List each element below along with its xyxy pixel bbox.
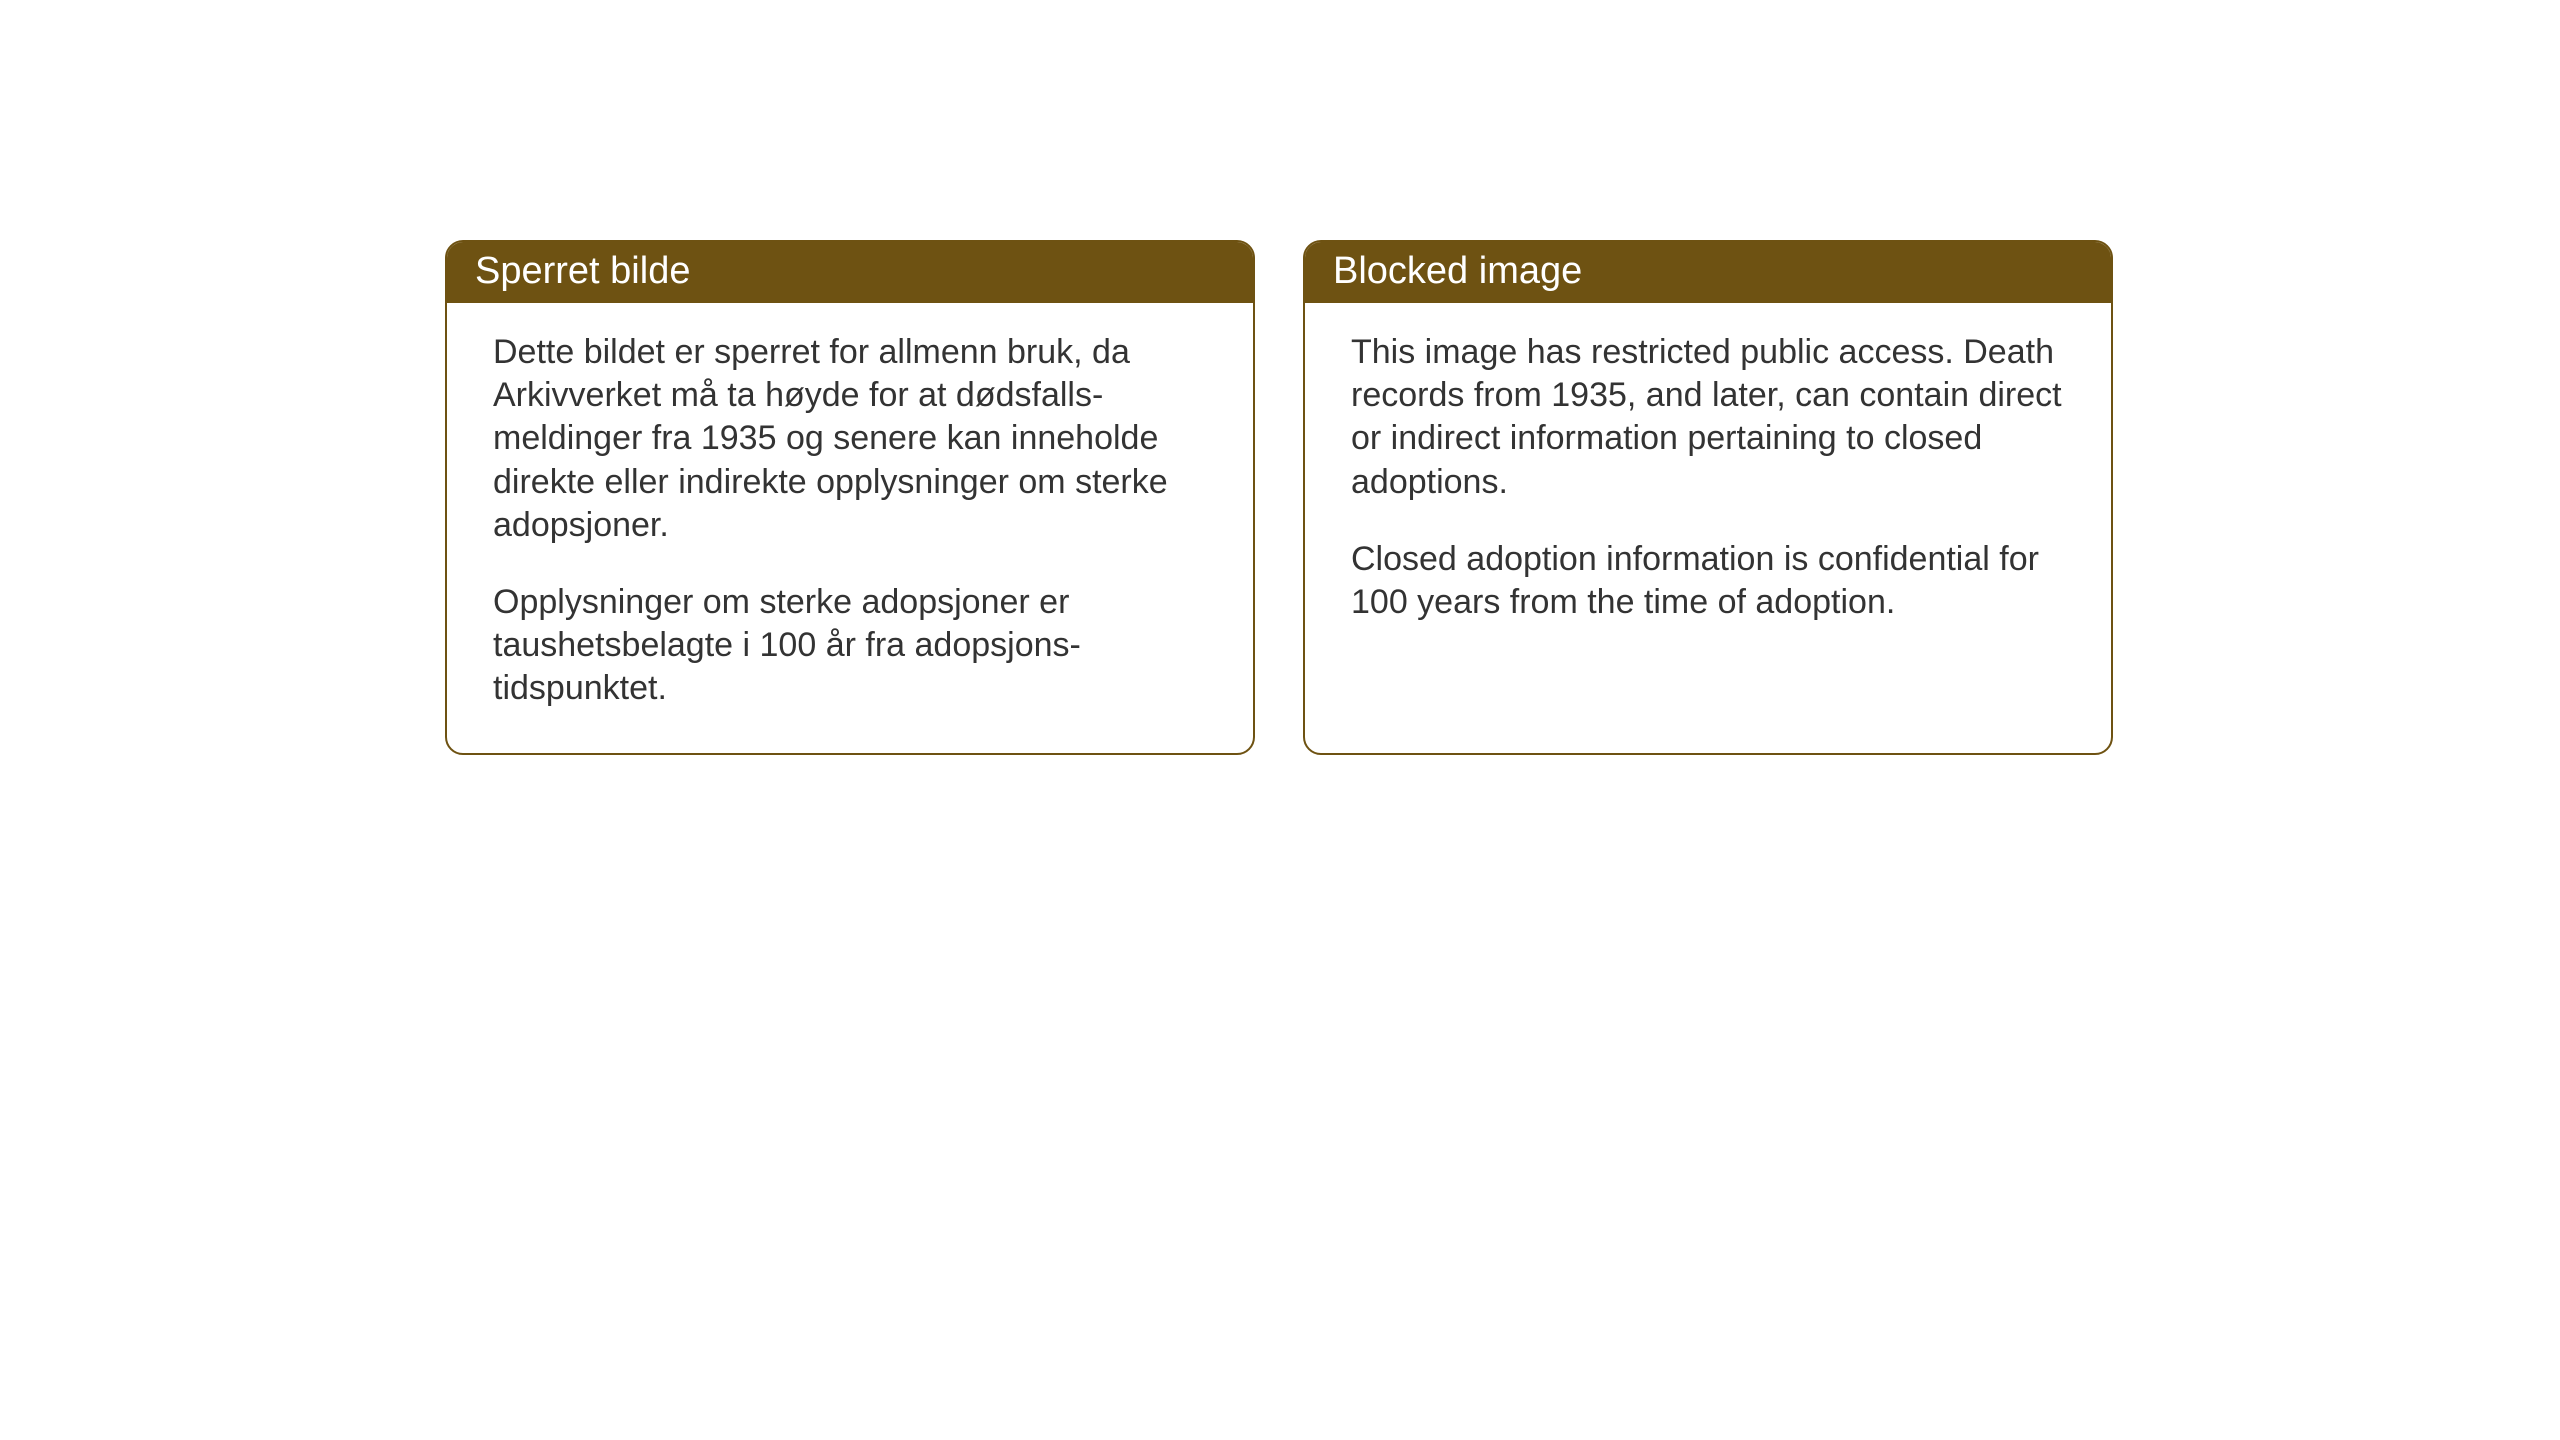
card-english-para1: This image has restricted public access.… (1351, 331, 2071, 504)
card-english: Blocked image This image has restricted … (1303, 240, 2113, 755)
card-norwegian-para1: Dette bildet er sperret for allmenn bruk… (493, 331, 1213, 547)
card-body-norwegian: Dette bildet er sperret for allmenn bruk… (447, 303, 1253, 753)
card-norwegian-para2: Opplysninger om sterke adopsjoner er tau… (493, 581, 1213, 711)
card-header-english: Blocked image (1305, 242, 2111, 303)
card-norwegian: Sperret bilde Dette bildet er sperret fo… (445, 240, 1255, 755)
card-body-english: This image has restricted public access.… (1305, 303, 2111, 753)
card-header-norwegian: Sperret bilde (447, 242, 1253, 303)
cards-container: Sperret bilde Dette bildet er sperret fo… (0, 0, 2560, 755)
card-english-para2: Closed adoption information is confident… (1351, 538, 2071, 624)
